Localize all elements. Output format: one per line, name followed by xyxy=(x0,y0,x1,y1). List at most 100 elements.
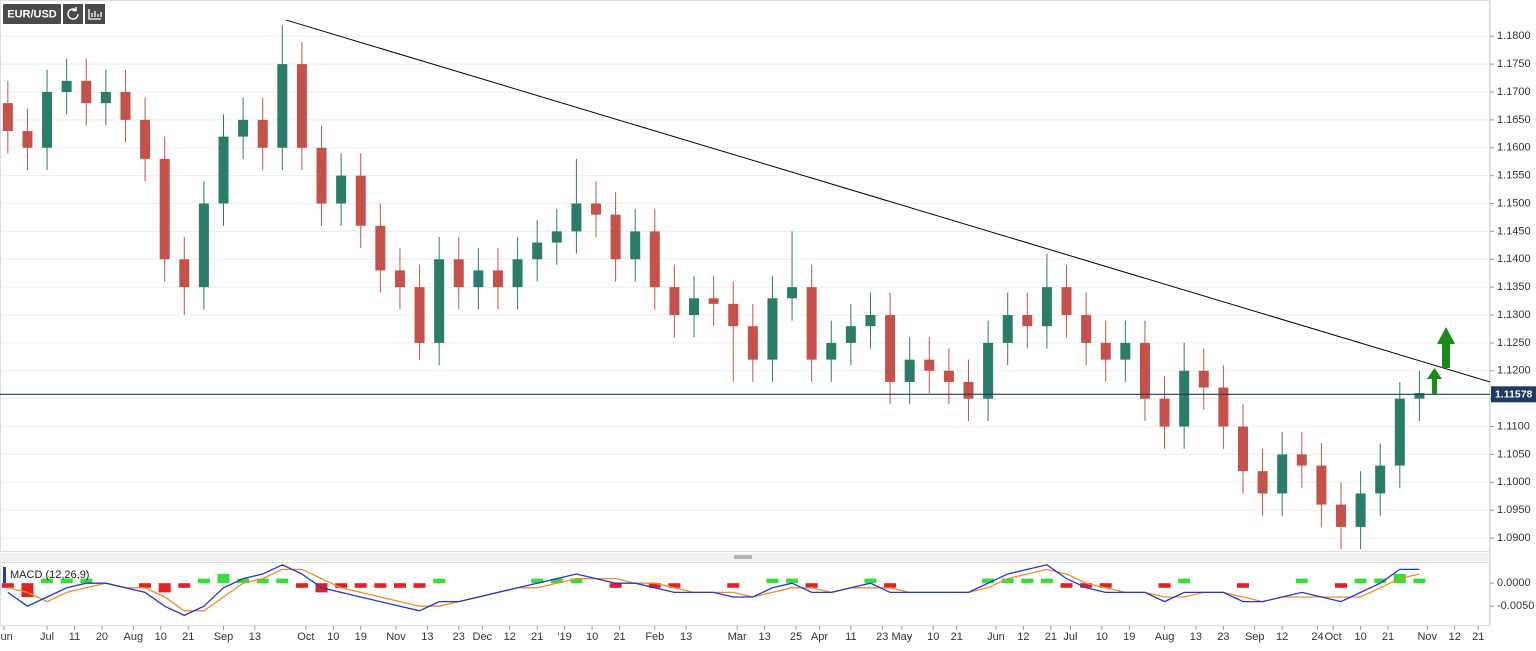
candle-body xyxy=(747,326,758,360)
macd-histogram-bar xyxy=(295,583,308,588)
candle-body xyxy=(296,64,307,148)
y-tick-label: 1.0900 xyxy=(1497,532,1531,544)
x-tick-label: 10 xyxy=(1354,631,1366,643)
candle-body xyxy=(630,231,641,260)
x-tick-label: Aug xyxy=(124,631,144,643)
candle-body xyxy=(1414,393,1425,399)
candle-body xyxy=(61,80,72,92)
x-tick-label: 13 xyxy=(249,631,261,643)
macd-histogram-bar xyxy=(1040,578,1053,584)
y-tick-label: 1.1250 xyxy=(1497,337,1531,349)
candle-body xyxy=(394,270,405,288)
candle-body xyxy=(81,80,92,104)
candle-body xyxy=(355,175,366,226)
x-tick-label: Jul xyxy=(1063,631,1077,643)
macd-histogram-bar xyxy=(570,578,583,584)
macd-histogram-bar xyxy=(1060,583,1073,588)
candle-body xyxy=(806,287,817,360)
candle-body xyxy=(787,287,798,299)
x-tick-label: 23 xyxy=(1217,631,1229,643)
macd-histogram-bar xyxy=(256,578,269,584)
candle-body xyxy=(1257,471,1268,494)
macd-histogram-bar xyxy=(60,578,73,584)
candle-body xyxy=(1120,342,1131,360)
candle-body xyxy=(610,214,621,260)
macd-histogram-bar xyxy=(41,578,54,584)
candle-body xyxy=(1237,426,1248,472)
macd-legend-label: MACD (12,26,9) xyxy=(10,569,89,581)
candle-body xyxy=(885,315,896,382)
y-tick-label: 1.1350 xyxy=(1497,281,1531,293)
macd-histogram-bar xyxy=(1158,583,1171,588)
trendline xyxy=(286,19,1491,383)
x-tick-label: Oct xyxy=(297,631,314,643)
candle-body xyxy=(924,359,935,371)
macd-histogram-bar xyxy=(158,583,171,593)
x-tick-label: Apr xyxy=(811,631,828,643)
macd-histogram-bar xyxy=(531,578,544,584)
x-tick-label: 19 xyxy=(355,631,367,643)
x-tick-label: 21 xyxy=(1472,631,1484,643)
macd-histogram-bar xyxy=(433,578,446,584)
candle-body xyxy=(1061,287,1072,316)
symbol-button[interactable] xyxy=(3,4,61,24)
x-tick-label: 21 xyxy=(613,631,625,643)
macd-histogram-bar xyxy=(354,583,367,588)
macd-histogram-bar xyxy=(668,583,681,588)
x-tick-label: Jun xyxy=(0,631,13,643)
candle-body xyxy=(1336,504,1346,527)
candle-body xyxy=(1296,454,1307,466)
x-tick-label: 21 xyxy=(951,631,963,643)
macd-histogram-bar xyxy=(1335,583,1347,588)
macd-histogram-bar xyxy=(413,583,426,588)
x-tick-label: Aug xyxy=(1155,631,1175,643)
candle-body xyxy=(826,342,837,360)
x-tick-label: Sep xyxy=(214,631,234,643)
refresh-button[interactable] xyxy=(63,4,83,24)
x-tick-label: Mar xyxy=(728,631,747,643)
candle-body xyxy=(1159,398,1170,427)
current-price-label: 1.11578 xyxy=(1495,389,1533,401)
x-tick-label: 21 xyxy=(1045,631,1057,643)
x-tick-label: 10 xyxy=(586,631,598,643)
candle-body xyxy=(1041,287,1052,327)
candle-body xyxy=(1218,387,1229,427)
candle-body xyxy=(1139,342,1150,399)
x-tick-label: 21 xyxy=(531,631,543,643)
candle-body xyxy=(571,203,582,232)
macd-histogram-bar xyxy=(1080,583,1093,588)
x-tick-label: 12 xyxy=(1276,631,1288,643)
up-arrow-large xyxy=(1437,327,1455,368)
x-tick-label: 12 xyxy=(1017,631,1029,643)
up-arrow xyxy=(1427,368,1442,395)
x-tick-label: 10 xyxy=(327,631,339,643)
x-tick-label: 10 xyxy=(1096,631,1108,643)
candle-body xyxy=(591,203,601,215)
candle-body xyxy=(492,270,503,288)
candle-body xyxy=(1316,465,1327,505)
candle-body xyxy=(1375,465,1386,494)
macd-histogram-bar xyxy=(1413,578,1426,584)
macd-histogram-bar xyxy=(197,578,210,584)
x-tick-label: 23 xyxy=(453,631,465,643)
candle-body xyxy=(238,119,249,137)
macd-histogram-bar xyxy=(982,578,995,584)
y-tick-label: 1.1100 xyxy=(1497,420,1530,432)
macd-histogram-bar xyxy=(648,583,661,588)
separator-grip[interactable] xyxy=(734,555,752,559)
y-tick-label: 1.0950 xyxy=(1497,504,1531,516)
x-tick-label: 13 xyxy=(680,631,692,643)
candle-body xyxy=(728,303,739,327)
macd-histogram-bar xyxy=(1178,578,1191,584)
current-price-box xyxy=(1491,386,1536,403)
candle-body xyxy=(336,175,347,204)
candle-body xyxy=(649,231,660,288)
candle-body xyxy=(218,136,229,204)
macd-histogram-bar xyxy=(805,583,818,588)
macd-histogram-bar xyxy=(766,578,779,584)
y-tick-label: 1.1600 xyxy=(1497,142,1531,154)
x-tick-label: 10 xyxy=(155,631,167,643)
macd-line xyxy=(7,564,1420,617)
macd-histogram-bar xyxy=(335,583,348,588)
macd-legend-marker xyxy=(3,567,6,583)
